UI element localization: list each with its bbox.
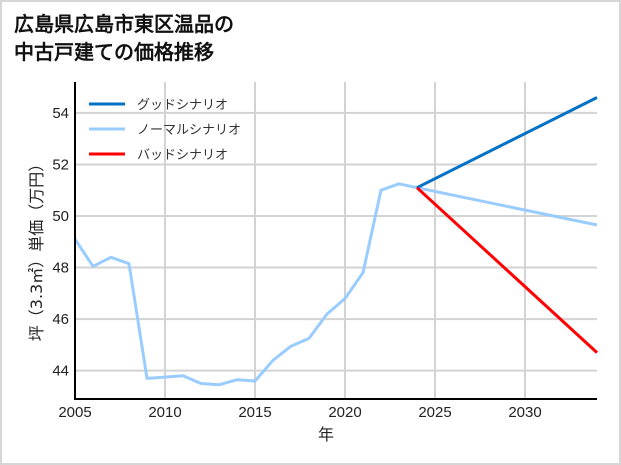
legend-label: ノーマルシナリオ	[137, 123, 241, 138]
series-line	[415, 186, 599, 354]
y-tick-label: 48	[52, 260, 69, 277]
series-lines	[73, 96, 599, 387]
chart-title: 広島県広島市東区温品の 中古戸建ての価格推移	[14, 10, 234, 66]
series-line	[73, 182, 598, 387]
y-tick-label: 46	[52, 311, 69, 328]
x-tick-label: 2030	[508, 404, 541, 421]
x-tick-label: 2010	[148, 404, 181, 421]
x-tick-label: 2020	[328, 404, 361, 421]
y-tick-label: 54	[52, 105, 69, 122]
axes	[74, 82, 597, 400]
x-tick-label: 2025	[418, 404, 451, 421]
legend-label: バッドシナリオ	[137, 148, 228, 163]
y-axis-label: 坪（3.3㎡）単価（万円）	[27, 156, 46, 341]
gridlines	[75, 82, 597, 399]
x-tick-label: 2015	[238, 404, 271, 421]
x-tick-label: 2005	[58, 404, 91, 421]
chart-title-line-2: 中古戸建ての価格推移	[14, 40, 214, 64]
y-tick-label: 50	[52, 208, 69, 225]
y-tick-label: 52	[52, 156, 69, 173]
x-axis-label: 年	[318, 425, 334, 444]
legend-label: グッドシナリオ	[137, 98, 228, 113]
series-line	[416, 96, 598, 190]
chart-title-line-1: 広島県広島市東区温品の	[14, 12, 234, 36]
y-tick-label: 44	[52, 363, 69, 380]
tick-labels: 2005 2010 2015 2020 2025 2030 44 46 48 50 52 54	[52, 105, 541, 421]
